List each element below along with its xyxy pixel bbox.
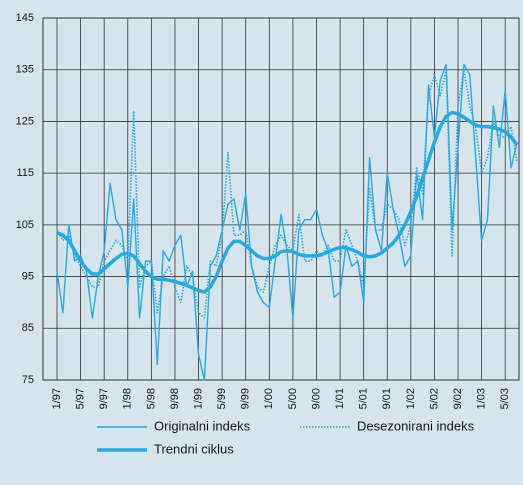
y-tick-label: 85	[22, 322, 34, 334]
x-tick-label: 5/03	[499, 388, 511, 409]
x-tick-label: 5/02	[428, 388, 440, 409]
legend-label: Trendni ciklus	[154, 441, 234, 456]
x-tick-label: 5/98	[145, 388, 157, 409]
x-tick-label: 9/01	[381, 388, 393, 409]
x-tick-label: 1/98	[122, 388, 134, 409]
x-tick-label: 9/00	[310, 388, 322, 409]
x-tick-label: 1/02	[405, 388, 417, 409]
y-tick-label: 125	[16, 115, 34, 127]
legend-label: Originalni indeks	[154, 418, 251, 433]
x-tick-label: 1/97	[51, 388, 63, 409]
x-tick-label: 5/97	[74, 388, 86, 409]
x-tick-label: 9/02	[452, 388, 464, 409]
x-tick-label: 1/03	[476, 388, 488, 409]
series-line	[56, 110, 519, 294]
x-tick-label: 5/01	[358, 388, 370, 409]
legend-label: Desezonirani indeks	[357, 418, 475, 433]
y-tick-label: 95	[22, 270, 34, 282]
x-tick-label: 5/00	[287, 388, 299, 409]
y-tick-label: 145	[16, 12, 34, 24]
x-tick-label: 9/98	[169, 388, 181, 409]
y-tick-label: 115	[16, 167, 34, 179]
series-line	[56, 68, 518, 319]
y-tick-label: 135	[16, 64, 34, 76]
x-tick-label: 9/97	[98, 388, 110, 409]
y-tick-label: 75	[22, 374, 34, 386]
x-tick-label: 1/01	[334, 388, 346, 409]
x-tick-label: 1/00	[263, 388, 275, 409]
x-tick-label: 1/99	[192, 388, 204, 409]
plot-border	[42, 17, 520, 381]
x-tick-label: 5/99	[216, 388, 228, 409]
x-tick-label: 9/99	[240, 388, 252, 409]
y-tick-label: 105	[16, 219, 34, 231]
